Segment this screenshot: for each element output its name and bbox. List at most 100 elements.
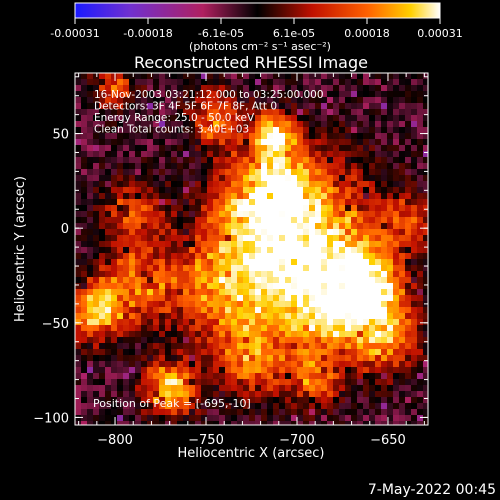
heatmap-cell — [381, 199, 387, 205]
heatmap-cell — [243, 199, 249, 205]
heatmap-cell — [123, 133, 129, 139]
heatmap-cell — [423, 373, 428, 379]
heatmap-cell — [369, 97, 375, 103]
heatmap-cell — [279, 241, 285, 247]
heatmap-cell — [255, 211, 261, 217]
heatmap-cell — [231, 331, 237, 337]
heatmap-cell — [405, 289, 411, 295]
heatmap-cell — [99, 217, 105, 223]
heatmap-cell — [129, 199, 135, 205]
heatmap-cell — [165, 325, 171, 331]
heatmap-cell — [165, 385, 171, 391]
heatmap-cell — [363, 349, 369, 355]
heatmap-cell — [81, 307, 87, 313]
heatmap-cell — [357, 319, 363, 325]
heatmap-cell — [177, 121, 183, 127]
heatmap-cell — [279, 409, 285, 415]
heatmap-cell — [81, 301, 87, 307]
heatmap-cell — [417, 175, 423, 181]
heatmap-cell — [111, 403, 117, 409]
heatmap-cell — [405, 409, 411, 415]
heatmap-cell — [411, 397, 417, 403]
heatmap-cell — [273, 235, 279, 241]
heatmap-cell — [405, 325, 411, 331]
heatmap-cell — [123, 409, 129, 415]
heatmap-cell — [237, 109, 243, 115]
heatmap-cell — [345, 151, 351, 157]
heatmap-cell — [231, 175, 237, 181]
heatmap-cell — [297, 253, 303, 259]
heatmap-cell — [279, 295, 285, 301]
heatmap-cell — [411, 139, 417, 145]
heatmap-cell — [279, 313, 285, 319]
heatmap-cell — [171, 331, 177, 337]
heatmap-cell — [327, 247, 333, 253]
heatmap-cell — [345, 103, 351, 109]
heatmap-cell — [159, 331, 165, 337]
heatmap-cell — [327, 325, 333, 331]
heatmap-cell — [417, 403, 423, 409]
heatmap-cell — [405, 361, 411, 367]
heatmap-cell — [285, 343, 291, 349]
heatmap-cell — [93, 73, 99, 79]
heatmap-cell — [327, 421, 333, 425]
heatmap-cell — [87, 247, 93, 253]
heatmap-cell — [369, 217, 375, 223]
heatmap-cell — [363, 271, 369, 277]
heatmap-cell — [357, 349, 363, 355]
heatmap-cell — [309, 79, 315, 85]
heatmap-cell — [303, 253, 309, 259]
heatmap-cell — [195, 295, 201, 301]
heatmap-cell — [153, 307, 159, 313]
heatmap-cell — [225, 145, 231, 151]
heatmap-cell — [219, 229, 225, 235]
heatmap-cell — [363, 337, 369, 343]
heatmap-cell — [255, 205, 261, 211]
heatmap-cell — [171, 319, 177, 325]
heatmap-cell — [393, 103, 399, 109]
heatmap-cell — [315, 121, 321, 127]
heatmap-cell — [183, 115, 189, 121]
heatmap-cell — [177, 97, 183, 103]
heatmap-cell — [105, 355, 111, 361]
heatmap-cell — [177, 145, 183, 151]
heatmap-cell — [249, 199, 255, 205]
heatmap-cell — [321, 193, 327, 199]
heatmap-cell — [375, 115, 381, 121]
heatmap-cell — [249, 223, 255, 229]
heatmap-cell — [327, 205, 333, 211]
heatmap-cell — [147, 73, 153, 79]
heatmap-cell — [123, 145, 129, 151]
heatmap-cell — [225, 193, 231, 199]
heatmap-cell — [255, 283, 261, 289]
heatmap-cell — [213, 97, 219, 103]
heatmap-cell — [189, 193, 195, 199]
heatmap-cell — [201, 79, 207, 85]
heatmap-cell — [177, 73, 183, 79]
heatmap-cell — [285, 403, 291, 409]
heatmap-cell — [339, 157, 345, 163]
heatmap-cell — [363, 97, 369, 103]
heatmap-cell — [411, 103, 417, 109]
heatmap-cell — [177, 247, 183, 253]
heatmap-cell — [105, 193, 111, 199]
heatmap-cell — [195, 277, 201, 283]
heatmap-cell — [99, 289, 105, 295]
heatmap-cell — [135, 301, 141, 307]
heatmap-cell — [261, 301, 267, 307]
heatmap-cell — [417, 409, 423, 415]
heatmap-cell — [111, 295, 117, 301]
heatmap-cell — [285, 409, 291, 415]
heatmap-cell — [81, 139, 87, 145]
heatmap-cell — [177, 79, 183, 85]
heatmap-cell — [297, 217, 303, 223]
heatmap-cell — [279, 229, 285, 235]
heatmap-cell — [117, 205, 123, 211]
heatmap-cell — [321, 259, 327, 265]
heatmap-cell — [165, 253, 171, 259]
heatmap-cell — [165, 115, 171, 121]
heatmap-cell — [75, 385, 81, 391]
heatmap-cell — [189, 289, 195, 295]
heatmap-cell — [327, 175, 333, 181]
colorbar-tick-label: 0.00031 — [417, 27, 463, 40]
